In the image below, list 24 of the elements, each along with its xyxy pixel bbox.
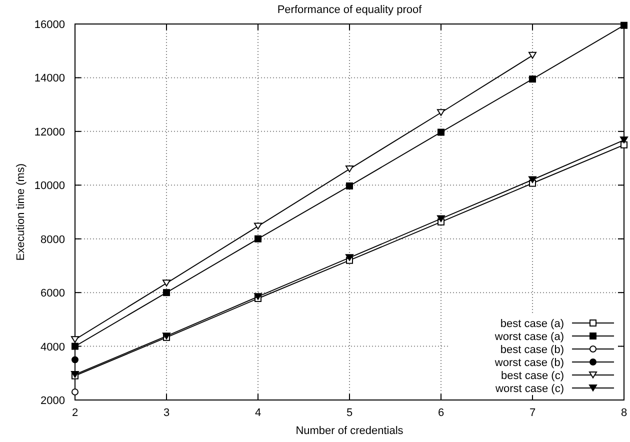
legend-label: worst case (a): [494, 331, 564, 343]
x-tick-label: 2: [72, 407, 78, 419]
legend-label: best case (c): [501, 370, 564, 382]
chart-title: Performance of equality proof: [277, 4, 423, 16]
legend-label: best case (b): [500, 344, 564, 356]
y-tick-label: 2000: [40, 395, 65, 407]
x-tick-label: 7: [529, 407, 536, 419]
x-tick-label: 8: [620, 407, 628, 419]
x-tick-label: 5: [346, 407, 353, 419]
y-tick-label: 10000: [34, 180, 65, 192]
y-tick-label: 6000: [40, 288, 65, 300]
y-tick-label: 12000: [34, 126, 65, 138]
x-axis-title: Number of credentials: [296, 425, 404, 437]
y-tick-label: 14000: [34, 72, 65, 85]
x-tick-label: 6: [438, 407, 444, 419]
y-axis-title: Execution time (ms): [15, 163, 27, 261]
x-tick-label: 3: [163, 407, 170, 419]
y-tick-label: 16000: [34, 19, 65, 31]
legend-label: worst case (c): [494, 383, 564, 395]
x-tick-label: 4: [254, 407, 262, 419]
legend-label: best case (a): [500, 318, 564, 330]
y-tick-label: 8000: [40, 234, 65, 246]
y-tick-label: 4000: [40, 341, 65, 354]
legend-label: worst case (b): [494, 357, 564, 369]
